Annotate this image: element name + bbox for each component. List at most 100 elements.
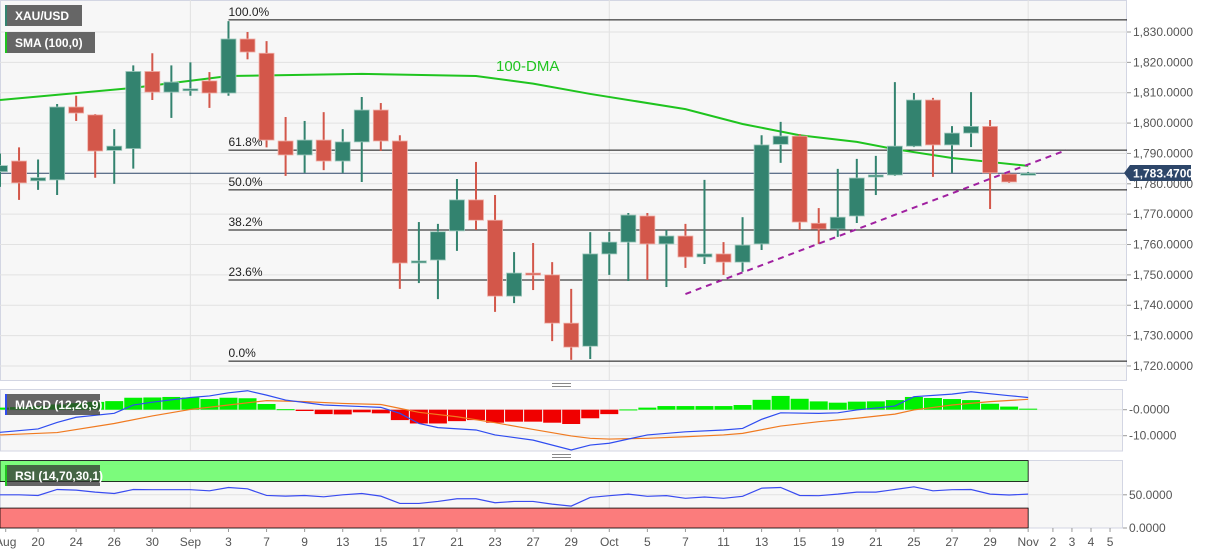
candle-bullish[interactable] <box>848 177 865 217</box>
date-axis-label: 15 <box>793 535 807 549</box>
macd-histogram-bar <box>181 397 200 410</box>
candle-bullish[interactable] <box>0 165 8 173</box>
macd-histogram-bar <box>600 409 619 415</box>
candle-bearish[interactable] <box>258 52 275 141</box>
candle-bearish[interactable] <box>315 139 332 162</box>
macd-histogram-bar <box>200 399 219 410</box>
candle-bearish[interactable] <box>544 274 561 324</box>
candle-bullish[interactable] <box>772 135 789 145</box>
candle-bullish[interactable] <box>30 177 46 182</box>
price-axis-label: 1,820.0000 <box>1133 55 1193 69</box>
macd-line <box>0 390 1029 451</box>
candle-bearish[interactable] <box>715 253 732 263</box>
candle-bullish[interactable] <box>220 38 237 94</box>
candle-bearish[interactable] <box>68 106 85 114</box>
candle-bearish[interactable] <box>925 99 941 146</box>
candle-bearish[interactable] <box>391 140 408 264</box>
macd-histogram-bar <box>428 409 447 424</box>
candle-bullish[interactable] <box>867 174 884 178</box>
candle-bearish[interactable] <box>277 140 294 156</box>
price-axis-label: 1,770.0000 <box>1133 207 1193 221</box>
macd-histogram-bar <box>752 399 771 410</box>
macd-histogram-bar <box>923 398 942 410</box>
candle-bearish[interactable] <box>525 272 542 276</box>
candle-bullish[interactable] <box>906 99 922 147</box>
date-axis-label: 19 <box>831 535 845 549</box>
rsi-axis-label: 0.0000 <box>1129 521 1166 535</box>
candle-bearish[interactable] <box>563 322 580 348</box>
price-panel[interactable] <box>0 0 1127 381</box>
candle-bullish[interactable] <box>620 214 637 243</box>
date-axis-label: 29 <box>565 535 579 549</box>
candle-bullish[interactable] <box>601 241 618 255</box>
support-trendline[interactable] <box>685 149 1067 295</box>
rsi-line <box>0 486 1029 507</box>
macd-histogram-bar <box>619 409 638 411</box>
macd-histogram-bar <box>505 409 524 422</box>
candle-bullish[interactable] <box>696 253 713 258</box>
candle-bullish[interactable] <box>1020 172 1037 176</box>
symbol-legend[interactable]: XAU/USD <box>5 5 82 26</box>
candle-bullish[interactable] <box>506 272 522 297</box>
macd-histogram-bar <box>981 403 1000 410</box>
candle-bullish[interactable] <box>430 231 446 261</box>
macd-resize-handle[interactable] <box>552 383 571 387</box>
date-axis-label: 24 <box>69 535 83 549</box>
candle-bullish[interactable] <box>410 260 427 264</box>
macd-histogram-bar <box>447 409 466 422</box>
candle-bullish[interactable] <box>353 109 370 143</box>
candle-bullish[interactable] <box>296 139 313 156</box>
macd-legend-label: MACD (12,26,9) <box>15 398 102 412</box>
date-axis-label: 5 <box>644 535 651 549</box>
sma-legend[interactable]: SMA (100,0) <box>5 32 95 53</box>
candle-bearish[interactable] <box>639 215 656 245</box>
macd-histogram-bar <box>0 407 9 410</box>
macd-histogram-bar <box>904 396 923 410</box>
candle-bearish[interactable] <box>487 219 503 297</box>
date-axis-label: Aug <box>0 535 16 549</box>
macd-histogram-bar <box>333 409 352 415</box>
candle-bullish[interactable] <box>886 145 903 176</box>
rsi-resize-handle[interactable] <box>552 454 571 458</box>
candle-bearish[interactable] <box>372 109 389 142</box>
candle-bearish[interactable] <box>677 235 694 258</box>
candle-bearish[interactable] <box>810 222 827 230</box>
price-axis-label: 1,810.0000 <box>1133 86 1193 100</box>
candle-bearish[interactable] <box>144 71 161 93</box>
candle-bullish[interactable] <box>334 141 351 162</box>
price-axis-label: 1,830.0000 <box>1133 25 1193 39</box>
candle-bearish[interactable] <box>468 199 484 221</box>
candle-bearish[interactable] <box>239 38 256 53</box>
candle-bullish[interactable] <box>125 71 142 149</box>
price-axis-label: 1,800.0000 <box>1133 116 1193 130</box>
candle-bullish[interactable] <box>49 106 66 181</box>
candle-bullish[interactable] <box>658 235 675 245</box>
candle-bullish[interactable] <box>944 132 960 146</box>
date-axis-label: 13 <box>336 535 350 549</box>
candle-bullish[interactable] <box>963 126 979 134</box>
candle-bullish[interactable] <box>449 199 465 232</box>
candle-bearish[interactable] <box>87 114 104 152</box>
macd-histogram-bar <box>524 409 543 422</box>
candle-bearish[interactable] <box>1001 173 1018 183</box>
candle-bullish[interactable] <box>582 253 599 347</box>
candle-bullish[interactable] <box>182 88 199 92</box>
rsi-axis-label: 50.0000 <box>1129 488 1173 502</box>
candle-bullish[interactable] <box>829 216 846 230</box>
candle-bearish[interactable] <box>201 80 218 94</box>
candle-bullish[interactable] <box>734 244 751 263</box>
macd-histogram-bar <box>1019 408 1038 410</box>
fib-level-label: 61.8% <box>228 135 262 149</box>
candle-bearish[interactable] <box>791 135 808 223</box>
candle-bullish[interactable] <box>163 81 180 93</box>
candle-bullish[interactable] <box>106 145 123 151</box>
macd-histogram-bar <box>371 409 390 414</box>
macd-histogram-bar <box>733 405 752 410</box>
macd-legend[interactable]: MACD (12,26,9) <box>5 394 102 415</box>
candle-bearish[interactable] <box>982 126 998 174</box>
rsi-legend[interactable]: RSI (14,70,30,1) <box>5 465 103 486</box>
macd-histogram-bar <box>943 399 961 410</box>
candle-bullish[interactable] <box>753 144 770 245</box>
candle-bearish[interactable] <box>11 160 27 184</box>
